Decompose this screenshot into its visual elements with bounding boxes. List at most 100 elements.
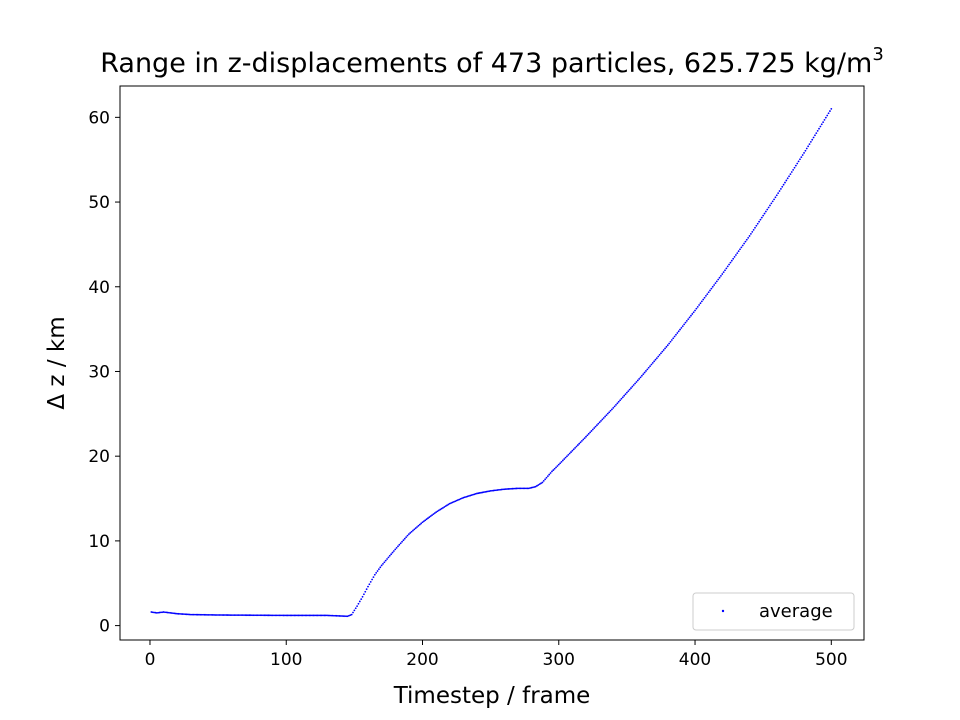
data-point [348, 614, 350, 617]
data-point [333, 614, 335, 617]
data-point [375, 572, 378, 574]
y-tick-label-3: 30 [88, 362, 110, 382]
data-point [240, 614, 243, 617]
data-point [612, 407, 615, 409]
data-point [794, 164, 797, 167]
data-point [229, 614, 232, 616]
data-point [560, 460, 563, 463]
data-point [792, 168, 795, 171]
data-point [572, 448, 575, 451]
data-point [199, 613, 202, 616]
data-point [779, 188, 782, 190]
data-point [755, 224, 758, 227]
plot-frame [119, 85, 865, 641]
data-point [364, 590, 367, 593]
data-point [553, 467, 556, 470]
data-point [590, 430, 593, 432]
data-point [729, 261, 732, 264]
data-point [221, 614, 224, 616]
data-point [507, 488, 510, 490]
data-point [824, 116, 827, 119]
data-point [538, 483, 541, 486]
data-point [781, 185, 784, 188]
data-point [785, 179, 788, 182]
data-point [751, 230, 754, 233]
data-point [410, 530, 413, 533]
data-point [650, 363, 653, 366]
data-point [684, 321, 687, 324]
data-point [820, 123, 823, 126]
data-point [481, 491, 484, 494]
data-point [388, 554, 391, 557]
data-point [215, 614, 218, 616]
data-point [771, 200, 774, 203]
data-point [578, 442, 581, 445]
data-point [583, 437, 586, 439]
data-point [247, 614, 249, 617]
data-point [499, 488, 502, 491]
data-point [260, 614, 263, 617]
data-point [608, 411, 611, 414]
data-point [241, 614, 244, 617]
data-point [711, 285, 714, 288]
data-point [661, 350, 664, 353]
data-point [826, 114, 829, 117]
data-point [386, 558, 388, 560]
data-point [414, 527, 417, 530]
data-point [315, 614, 318, 617]
data-point [696, 305, 699, 308]
data-point [230, 614, 233, 616]
data-point [228, 614, 230, 616]
data-point [402, 539, 405, 542]
data-point [567, 453, 570, 456]
data-point [506, 488, 508, 490]
data-point [324, 614, 327, 617]
data-point [485, 490, 488, 493]
data-point [196, 613, 199, 616]
data-point [530, 486, 533, 489]
data-point [209, 613, 211, 616]
data-point [382, 562, 384, 565]
data-point [459, 497, 462, 500]
chart-title-superscript: 3 [872, 44, 883, 65]
data-point [313, 614, 316, 617]
data-point [290, 614, 293, 617]
data-point [259, 614, 262, 617]
data-point [548, 473, 551, 476]
data-point [500, 488, 503, 491]
data-point [571, 449, 574, 452]
data-point [811, 138, 814, 141]
data-point [541, 481, 544, 484]
data-point [288, 614, 290, 617]
data-point [823, 118, 826, 121]
data-point [474, 492, 477, 495]
data-point [435, 511, 438, 513]
data-point [660, 352, 662, 355]
data-point [207, 613, 210, 616]
data-point [724, 269, 726, 272]
y-tick-label-1: 10 [88, 532, 110, 552]
data-point [217, 614, 220, 616]
data-point [467, 495, 470, 497]
y-axis-label: Δ z / km [44, 316, 70, 409]
data-point [267, 614, 270, 617]
data-point [387, 556, 390, 559]
data-point [356, 605, 358, 608]
legend: average [692, 592, 855, 631]
data-point [417, 524, 420, 527]
data-point [342, 615, 345, 618]
data-point [628, 388, 631, 391]
data-point [273, 614, 275, 617]
data-point [604, 415, 606, 418]
data-point [349, 614, 352, 617]
data-point [777, 192, 780, 195]
data-point [627, 390, 630, 393]
legend-label-average: average [759, 601, 833, 622]
data-point [281, 614, 284, 617]
data-point [457, 499, 459, 501]
data-point [477, 492, 480, 495]
data-point [733, 256, 736, 258]
data-point [305, 614, 308, 617]
data-point [735, 254, 737, 256]
data-point [496, 489, 499, 491]
